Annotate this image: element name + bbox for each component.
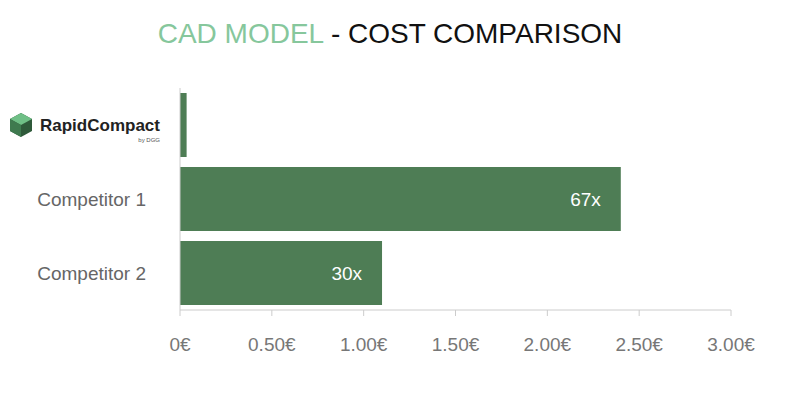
svg-text:1.50€: 1.50€ bbox=[432, 334, 480, 355]
html-text:CAD MODEL - COST COMPARISON: CAD MODEL - COST COMPARISON bbox=[157, 18, 623, 49]
svg-text:Competitor 1: Competitor 1 bbox=[37, 189, 146, 210]
svg-text:RapidCompact: RapidCompact bbox=[40, 116, 160, 135]
svg-text:Competitor 2: Competitor 2 bbox=[37, 263, 146, 284]
svg-text:2.00€: 2.00€ bbox=[524, 334, 572, 355]
svg-text:0.50€: 0.50€ bbox=[248, 334, 296, 355]
svg-text:3.00€: 3.00€ bbox=[707, 334, 755, 355]
svg-text:30x: 30x bbox=[331, 263, 362, 284]
svg-text:1.00€: 1.00€ bbox=[340, 334, 388, 355]
svg-text:by DGG: by DGG bbox=[138, 137, 160, 143]
svg-text:67x: 67x bbox=[570, 189, 601, 210]
svg-text:0€: 0€ bbox=[169, 334, 191, 355]
svg-text:2.50€: 2.50€ bbox=[615, 334, 663, 355]
